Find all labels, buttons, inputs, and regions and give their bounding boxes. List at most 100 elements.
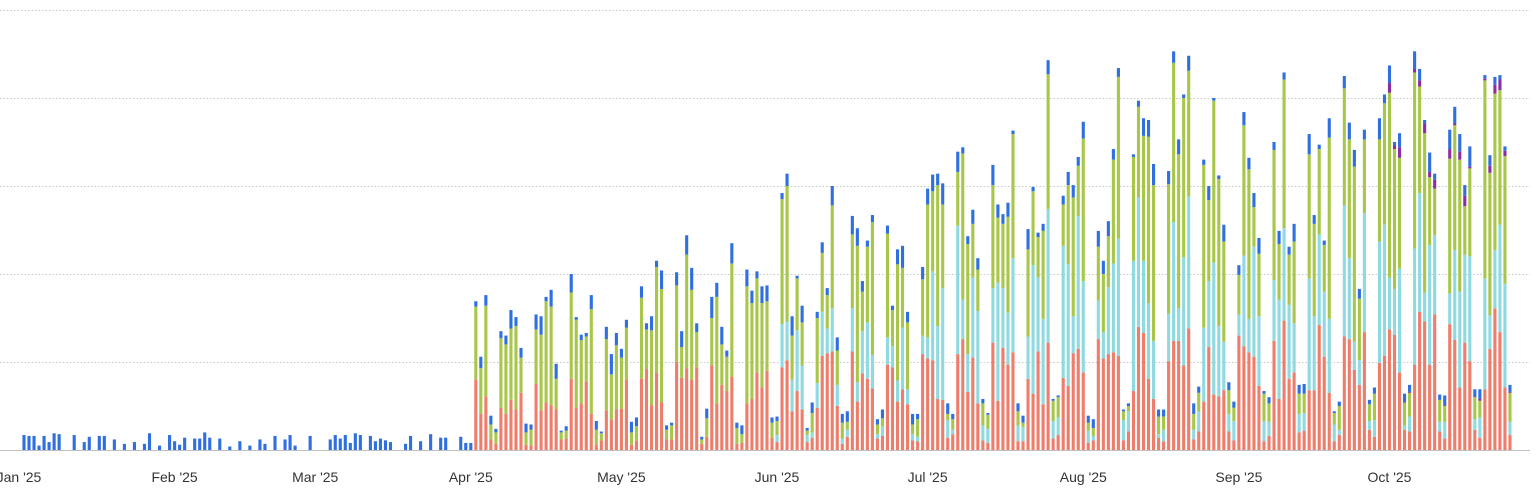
bar-segment[interactable] xyxy=(308,435,312,450)
bar-segment[interactable] xyxy=(1207,281,1211,348)
bar-segment[interactable] xyxy=(931,271,935,361)
bar-segment[interactable] xyxy=(1146,136,1151,304)
bar-stack[interactable] xyxy=(690,267,694,450)
bar-segment[interactable] xyxy=(1428,177,1432,245)
bar-segment[interactable] xyxy=(1136,197,1141,327)
bar-segment[interactable] xyxy=(730,263,734,377)
bar-segment[interactable] xyxy=(961,153,965,300)
bar-segment[interactable] xyxy=(795,330,799,392)
bar-segment[interactable] xyxy=(609,354,613,375)
bar-segment[interactable] xyxy=(870,222,874,355)
bar-segment[interactable] xyxy=(1503,387,1507,450)
bar-segment[interactable] xyxy=(900,245,905,268)
bar-segment[interactable] xyxy=(1056,397,1060,418)
bar-stack[interactable] xyxy=(1352,149,1356,450)
bar-segment[interactable] xyxy=(931,174,935,192)
bar-segment[interactable] xyxy=(730,376,734,450)
bar-segment[interactable] xyxy=(1473,429,1477,450)
bar-segment[interactable] xyxy=(946,420,950,438)
bar-stack[interactable] xyxy=(1438,394,1442,450)
bar-stack[interactable] xyxy=(1342,76,1346,450)
bar-segment[interactable] xyxy=(1257,253,1261,317)
bar-segment[interactable] xyxy=(1177,340,1181,450)
bar-stack[interactable] xyxy=(1242,112,1246,450)
bar-segment[interactable] xyxy=(1066,171,1070,186)
bar-segment[interactable] xyxy=(991,288,995,343)
bar-segment[interactable] xyxy=(1468,256,1472,362)
bar-segment[interactable] xyxy=(1458,387,1462,450)
bar-segment[interactable] xyxy=(1177,308,1181,341)
bar-segment[interactable] xyxy=(745,403,749,450)
bar-segment[interactable] xyxy=(765,370,769,450)
bar-segment[interactable] xyxy=(1237,274,1241,315)
bar-segment[interactable] xyxy=(32,435,36,450)
bar-segment[interactable] xyxy=(52,433,56,450)
bar-segment[interactable] xyxy=(1483,75,1487,79)
bar-stack[interactable] xyxy=(885,225,890,450)
bar-segment[interactable] xyxy=(725,356,729,392)
bar-stack[interactable] xyxy=(514,317,518,450)
bar-segment[interactable] xyxy=(1478,437,1482,450)
bar-segment[interactable] xyxy=(725,350,729,357)
bar-segment[interactable] xyxy=(1322,244,1326,292)
bar-segment[interactable] xyxy=(730,243,734,264)
bar-segment[interactable] xyxy=(805,428,809,431)
bar-segment[interactable] xyxy=(1217,175,1221,179)
bar-stack[interactable] xyxy=(479,356,483,450)
bar-segment[interactable] xyxy=(1297,413,1301,433)
bar-segment[interactable] xyxy=(1272,340,1276,450)
bar-stack[interactable] xyxy=(1292,223,1296,450)
bar-segment[interactable] xyxy=(368,435,372,450)
bar-segment[interactable] xyxy=(931,360,935,450)
bar-stack[interactable] xyxy=(534,314,538,450)
bar-segment[interactable] xyxy=(835,384,839,406)
bar-segment[interactable] xyxy=(1096,230,1100,247)
bar-segment[interactable] xyxy=(981,425,985,441)
bar-stack[interactable] xyxy=(529,424,533,450)
bar-segment[interactable] xyxy=(383,440,388,450)
bar-segment[interactable] xyxy=(695,332,699,368)
bar-segment[interactable] xyxy=(1347,339,1351,450)
bar-segment[interactable] xyxy=(574,319,578,408)
bar-segment[interactable] xyxy=(479,413,483,450)
bar-stack[interactable] xyxy=(810,402,814,450)
bar-segment[interactable] xyxy=(735,428,739,444)
bar-segment[interactable] xyxy=(946,413,950,421)
bar-segment[interactable] xyxy=(690,267,694,290)
bar-segment[interactable] xyxy=(1197,392,1201,412)
bar-stack[interactable] xyxy=(1488,155,1492,450)
bar-segment[interactable] xyxy=(815,407,819,450)
bar-segment[interactable] xyxy=(1397,147,1402,158)
bar-stack[interactable] xyxy=(42,435,46,450)
bar-stack[interactable] xyxy=(750,290,754,450)
bar-segment[interactable] xyxy=(1342,205,1346,337)
bar-segment[interactable] xyxy=(1081,138,1085,282)
bar-segment[interactable] xyxy=(1021,427,1025,442)
bar-segment[interactable] xyxy=(1157,437,1161,450)
bar-segment[interactable] xyxy=(1257,385,1261,450)
bar-segment[interactable] xyxy=(1212,98,1216,101)
bar-stack[interactable] xyxy=(1433,173,1437,450)
bar-stack[interactable] xyxy=(22,435,26,450)
bar-segment[interactable] xyxy=(961,339,965,450)
bar-segment[interactable] xyxy=(865,240,869,247)
bar-segment[interactable] xyxy=(885,364,890,450)
bar-stack[interactable] xyxy=(745,269,749,450)
bar-stack[interactable] xyxy=(1151,164,1156,450)
bar-segment[interactable] xyxy=(499,407,503,450)
bar-stack[interactable] xyxy=(946,403,950,450)
bar-stack[interactable] xyxy=(183,437,187,450)
bar-segment[interactable] xyxy=(720,344,724,385)
bar-segment[interactable] xyxy=(1413,72,1417,249)
bar-stack[interactable] xyxy=(654,260,659,450)
bar-stack[interactable] xyxy=(1116,68,1120,450)
bar-stack[interactable] xyxy=(1101,260,1105,450)
bar-segment[interactable] xyxy=(1192,413,1196,430)
bar-stack[interactable] xyxy=(1111,149,1115,450)
bar-segment[interactable] xyxy=(1463,254,1467,343)
bar-segment[interactable] xyxy=(1468,168,1472,257)
bar-segment[interactable] xyxy=(1423,123,1427,134)
bar-stack[interactable] xyxy=(1141,118,1146,450)
bar-stack[interactable] xyxy=(1297,384,1301,450)
bar-segment[interactable] xyxy=(1026,229,1030,250)
